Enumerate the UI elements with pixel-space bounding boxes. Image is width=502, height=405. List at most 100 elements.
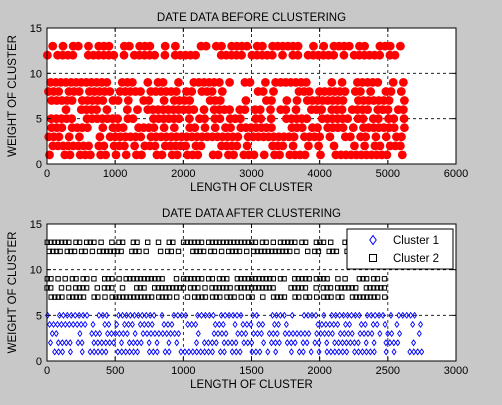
data-point (296, 294, 302, 300)
data-point (181, 141, 191, 151)
x-tick-label: 6000 (444, 168, 468, 180)
data-point (55, 339, 61, 347)
data-point (248, 285, 255, 291)
data-point (141, 294, 148, 300)
data-point (156, 294, 162, 300)
data-point (259, 239, 266, 246)
data-point (391, 339, 397, 347)
data-point (120, 330, 126, 338)
data-point (254, 311, 260, 319)
data-point (80, 311, 86, 319)
data-point (67, 348, 73, 356)
data-point (75, 132, 84, 142)
data-point (120, 294, 126, 300)
data-point (254, 330, 261, 338)
data-point (109, 294, 115, 300)
data-point (84, 239, 90, 246)
data-point (232, 141, 242, 151)
data-point (225, 105, 235, 114)
data-point (112, 330, 118, 338)
data-point (374, 285, 380, 291)
data-point (277, 311, 283, 319)
data-point (259, 276, 266, 282)
data-point (48, 41, 58, 51)
data-point (74, 320, 80, 329)
data-point (267, 276, 273, 282)
data-point (182, 348, 188, 356)
data-point (273, 311, 279, 319)
data-point (327, 78, 337, 87)
data-point (98, 239, 104, 246)
data-point (396, 87, 406, 96)
data-point (92, 105, 101, 114)
data-point (240, 320, 246, 329)
data-point (180, 285, 187, 291)
data-point (65, 150, 75, 160)
data-point (270, 330, 276, 338)
data-point (125, 320, 132, 329)
data-point (160, 41, 170, 51)
data-point (256, 285, 262, 291)
data-point (383, 339, 389, 347)
data-point (188, 276, 194, 282)
data-point (115, 348, 121, 356)
data-point (292, 239, 298, 246)
data-point (372, 311, 378, 319)
data-point (105, 285, 111, 291)
data-point (265, 248, 271, 255)
data-point (59, 294, 65, 300)
data-point (348, 123, 358, 133)
data-point (337, 78, 347, 87)
data-point (348, 311, 354, 319)
data-point (62, 239, 68, 246)
data-point (48, 239, 54, 246)
data-point (288, 348, 294, 356)
data-point (193, 320, 199, 329)
data-point (338, 285, 345, 291)
data-point (306, 276, 312, 282)
data-point (122, 105, 132, 114)
data-point (332, 348, 338, 356)
data-point (143, 78, 153, 87)
series-cluster-1 (45, 311, 425, 356)
data-point (106, 320, 112, 329)
data-point (86, 150, 95, 160)
data-point (197, 248, 203, 255)
data-point (350, 141, 359, 151)
data-point (371, 276, 377, 282)
data-point (313, 123, 322, 133)
data-point (408, 311, 414, 319)
data-point (371, 348, 377, 356)
data-point (55, 294, 61, 300)
data-point (129, 248, 135, 255)
data-point (45, 150, 54, 160)
data-point (346, 320, 353, 329)
data-point (77, 330, 83, 338)
data-point (178, 348, 184, 356)
data-point (224, 276, 230, 282)
data-point (270, 294, 277, 300)
data-point (72, 311, 78, 319)
data-point (326, 330, 332, 338)
chart-1: DATE DATA BEFORE CLUSTERING 0 1000 2000 3000… (7, 12, 468, 194)
data-point (418, 320, 424, 329)
data-point (337, 311, 343, 319)
data-point (381, 132, 391, 142)
data-point (328, 348, 334, 356)
series-cluster-2 (44, 239, 390, 300)
data-point (292, 276, 298, 282)
data-point (276, 248, 282, 255)
data-point (209, 285, 215, 291)
data-point (312, 339, 318, 347)
data-point (342, 285, 348, 291)
data-point (329, 50, 339, 60)
data-point (249, 239, 255, 246)
data-point (335, 285, 341, 291)
data-point (374, 276, 381, 282)
data-point (313, 239, 320, 246)
data-point (282, 330, 288, 338)
data-point (145, 320, 151, 329)
data-point (202, 348, 208, 356)
data-point (175, 248, 182, 255)
data-point (48, 276, 54, 282)
